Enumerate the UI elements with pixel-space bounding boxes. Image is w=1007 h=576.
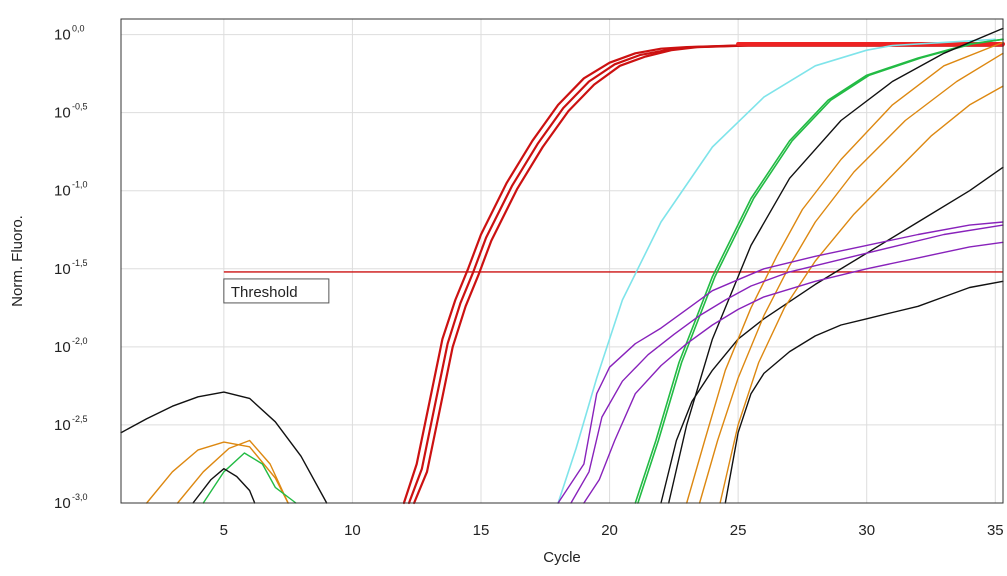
series-line-20 <box>202 452 297 504</box>
series-line-10 <box>724 280 1004 504</box>
series-line-15 <box>570 224 1004 504</box>
y-tick-label: 10 <box>54 183 71 200</box>
x-tick-label: 25 <box>730 522 747 539</box>
x-tick-label: 5 <box>220 522 228 539</box>
y-tick-exponent: -1,0 <box>72 180 88 190</box>
y-tick-exponent: -2,0 <box>72 336 88 346</box>
x-axis-label: Cycle <box>543 549 581 566</box>
threshold: Threshold <box>223 271 1003 304</box>
x-tick-label: 15 <box>473 522 490 539</box>
y-axis-label: Norm. Fluoro. <box>9 215 26 307</box>
series-line-11 <box>686 41 1004 504</box>
series-line-17 <box>120 391 328 504</box>
series-line-9 <box>660 166 1004 504</box>
series-line-13 <box>719 85 1004 504</box>
threshold-label: Threshold <box>231 284 298 301</box>
y-tick-exponent: 0,0 <box>72 24 85 34</box>
series-line-21 <box>192 468 256 504</box>
x-tick-label: 35 <box>987 522 1004 539</box>
y-tick-label: 10 <box>54 27 71 44</box>
y-tick-exponent: -3,0 <box>72 492 88 502</box>
series-group <box>120 27 1005 505</box>
y-tick-exponent: -1,5 <box>72 258 88 268</box>
series-line-5 <box>557 38 997 504</box>
series-line-3 <box>413 44 1005 505</box>
series-line-7 <box>637 38 1004 504</box>
series-line-19 <box>176 439 289 504</box>
x-tick-label: 30 <box>858 522 875 539</box>
series-line-8 <box>668 27 1004 504</box>
x-tick-labels: 5 10 15 20 25 30 35 <box>220 522 1004 539</box>
series-line-6 <box>634 38 1004 504</box>
y-tick-label: 10 <box>54 105 71 122</box>
y-tick-exponent: -0,5 <box>72 102 88 112</box>
series-line-18 <box>146 441 289 504</box>
series-line-14 <box>557 221 1004 504</box>
y-tick-label: 10 <box>54 261 71 278</box>
series-line-1 <box>402 44 1005 505</box>
threshold-label-box <box>223 278 330 304</box>
y-tick-label: 10 <box>54 417 71 434</box>
series-line-16 <box>583 241 1004 504</box>
y-tick-labels: 10 0,010 -0,510 -1,010 -1,510 -2,010 -2,510 -3,… <box>54 24 88 512</box>
gridlines <box>121 19 1003 504</box>
series-line-12 <box>698 52 1004 504</box>
x-tick-label: 10 <box>344 522 361 539</box>
y-tick-exponent: -2,5 <box>72 414 88 424</box>
x-tick-label: 20 <box>601 522 618 539</box>
y-tick-label: 10 <box>54 495 71 512</box>
plot-frame <box>120 18 1004 504</box>
y-tick-label: 10 <box>54 339 71 356</box>
